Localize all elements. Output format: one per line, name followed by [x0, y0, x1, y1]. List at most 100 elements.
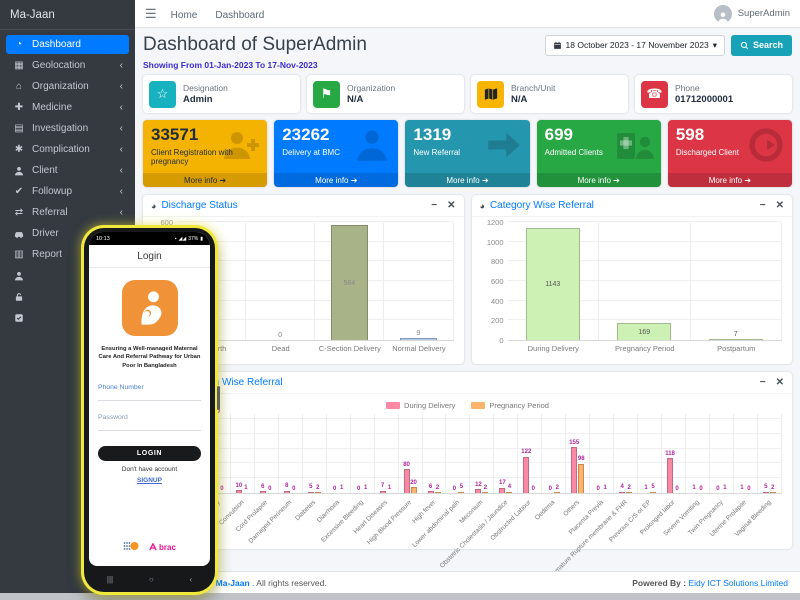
- close-button[interactable]: ✕: [447, 200, 456, 211]
- sidebar-item-followup[interactable]: ✔ Followup ‹: [6, 182, 129, 201]
- sidebar-item-hidden[interactable]: [6, 266, 129, 285]
- close-button[interactable]: ✕: [775, 200, 784, 211]
- bar-value-label: 0: [531, 485, 535, 492]
- phone-number-field[interactable]: Phone Number: [98, 384, 144, 392]
- bar: [482, 492, 489, 493]
- password-underline[interactable]: [98, 430, 201, 432]
- nav-link-dashboard[interactable]: Dashboard: [215, 9, 265, 21]
- more-info-link[interactable]: More info ➔: [143, 173, 268, 187]
- info-card-designation: ☆ Designation Admin: [143, 75, 300, 113]
- chart-category-cell: 155 98: [566, 414, 591, 493]
- notification-icon: ▪: [174, 235, 177, 242]
- back-button[interactable]: ‹: [189, 574, 193, 584]
- sidebar-item-client[interactable]: Client ‹: [6, 161, 129, 180]
- person-icon: [12, 166, 26, 176]
- sidebar-item-hidden[interactable]: [6, 308, 129, 327]
- username-label: SuperAdmin: [737, 8, 790, 19]
- bar-value-label: 0: [268, 485, 272, 492]
- more-info-link[interactable]: More info ➔: [536, 173, 661, 187]
- legend-item[interactable]: Pregnancy Period: [471, 401, 549, 410]
- more-info-link[interactable]: More info ➔: [274, 173, 399, 187]
- stat-value: 33571: [151, 125, 199, 144]
- y-tick-label: 1000: [486, 237, 504, 247]
- sidebar-item-label: Medicine: [32, 102, 73, 113]
- double-check-icon: ✔: [14, 186, 24, 197]
- minimize-button[interactable]: −: [759, 200, 766, 211]
- stat-card-row: 33571 Client Registration with pregnancy…: [143, 120, 793, 187]
- phone-number-underline[interactable]: [98, 400, 201, 402]
- sidebar-item-complication[interactable]: ✱ Complication ‹: [6, 140, 129, 159]
- bar-value-label: 0: [675, 485, 679, 492]
- chevron-left-icon: ‹: [119, 102, 123, 113]
- sidebar-item-label: Organization: [32, 81, 89, 92]
- sidebar-item-label: Followup: [32, 186, 73, 197]
- info-card-value: Admin: [183, 94, 213, 105]
- footer-brand-link[interactable]: Ma-Jaan: [215, 577, 250, 588]
- chevron-left-icon: ‹: [119, 207, 123, 218]
- bar-value-label: 1: [603, 485, 607, 492]
- close-button[interactable]: ✕: [775, 377, 784, 388]
- sidebar-item-investigation[interactable]: ▤ Investigation ‹: [6, 119, 129, 138]
- powered-brand-link[interactable]: Eidy ICT Solutions Limited: [688, 577, 788, 588]
- y-tick-label: 200: [490, 316, 504, 326]
- chart-category-cell: 122 0: [518, 414, 543, 493]
- sidebar-item-label: Geolocation: [32, 60, 86, 71]
- search-icon: [740, 41, 749, 49]
- home-button[interactable]: ○: [148, 574, 154, 584]
- legend-item[interactable]: During Delivery: [386, 401, 455, 410]
- sidebar-item-geolocation[interactable]: ▦ Geolocation ‹: [6, 56, 129, 75]
- calendar-icon: [553, 41, 561, 49]
- sidebar-item-referral[interactable]: ⇄ Referral ‹: [6, 203, 129, 222]
- sidebar-item-hidden[interactable]: [6, 287, 129, 306]
- sidebar-item-dashboard[interactable]: ◔ Dashboard: [6, 35, 129, 54]
- bar-value-label: 2: [316, 484, 320, 491]
- bar: [578, 463, 585, 493]
- car-icon: [12, 229, 26, 239]
- bar-value-label: 98: [577, 456, 585, 463]
- bar-value-label: 9: [416, 329, 421, 337]
- bar-value-label: 5: [764, 484, 768, 491]
- minimize-button[interactable]: −: [431, 200, 438, 211]
- map-icon: ▦: [14, 60, 24, 71]
- sidebar-item-label: Complication: [32, 144, 90, 155]
- bar-value-label: 0: [356, 485, 361, 492]
- more-info-link[interactable]: More info ➔: [667, 173, 793, 187]
- person-icon: [352, 127, 392, 163]
- bar: [650, 491, 657, 493]
- search-button[interactable]: Search: [730, 34, 792, 56]
- sidebar-item-organization[interactable]: ⌂ Organization ‹: [6, 77, 129, 96]
- password-field[interactable]: Password: [98, 414, 128, 422]
- stat-card: 699 Admitted Clients More info ➔: [536, 120, 661, 187]
- date-range-picker[interactable]: 18 October 2023 - 17 November 2023 ▾: [544, 34, 725, 56]
- phone-side-button: [217, 386, 220, 410]
- bar-value-label: 155: [569, 439, 580, 446]
- user-menu[interactable]: SuperAdmin: [713, 4, 790, 23]
- phone-mockup: 10:13 ▪ ◢◢ 37% ▮ Login Ensuring a Well-m…: [84, 228, 220, 592]
- bar-value-label: 4: [620, 484, 624, 491]
- nav-link-home[interactable]: Home: [170, 9, 198, 21]
- horizontal-scrollbar[interactable]: [0, 593, 800, 600]
- bar-value-label: 0: [596, 485, 600, 492]
- bar-value-label: 0: [452, 485, 457, 492]
- info-card-value: 01712000001: [675, 94, 734, 105]
- info-card-label: Branch/Unit: [511, 83, 556, 93]
- signup-link[interactable]: SIGNUP: [137, 477, 162, 485]
- more-info-link[interactable]: More info ➔: [405, 173, 530, 187]
- bar-value-label: 5: [459, 484, 464, 491]
- bar-value-label: 2: [483, 484, 488, 491]
- brand-link[interactable]: Ma-Jaan: [0, 0, 135, 30]
- hamburger-icon[interactable]: ☰: [145, 5, 157, 21]
- minimize-button[interactable]: −: [759, 377, 766, 388]
- recents-button[interactable]: |||: [106, 574, 114, 584]
- chart-plot: 1143 169 7: [507, 221, 782, 341]
- sidebar-item-medicine[interactable]: ✚ Medicine ‹: [6, 98, 129, 117]
- login-button[interactable]: LOGIN: [98, 446, 201, 462]
- panel-title: Complication Wise Referral: [161, 377, 283, 388]
